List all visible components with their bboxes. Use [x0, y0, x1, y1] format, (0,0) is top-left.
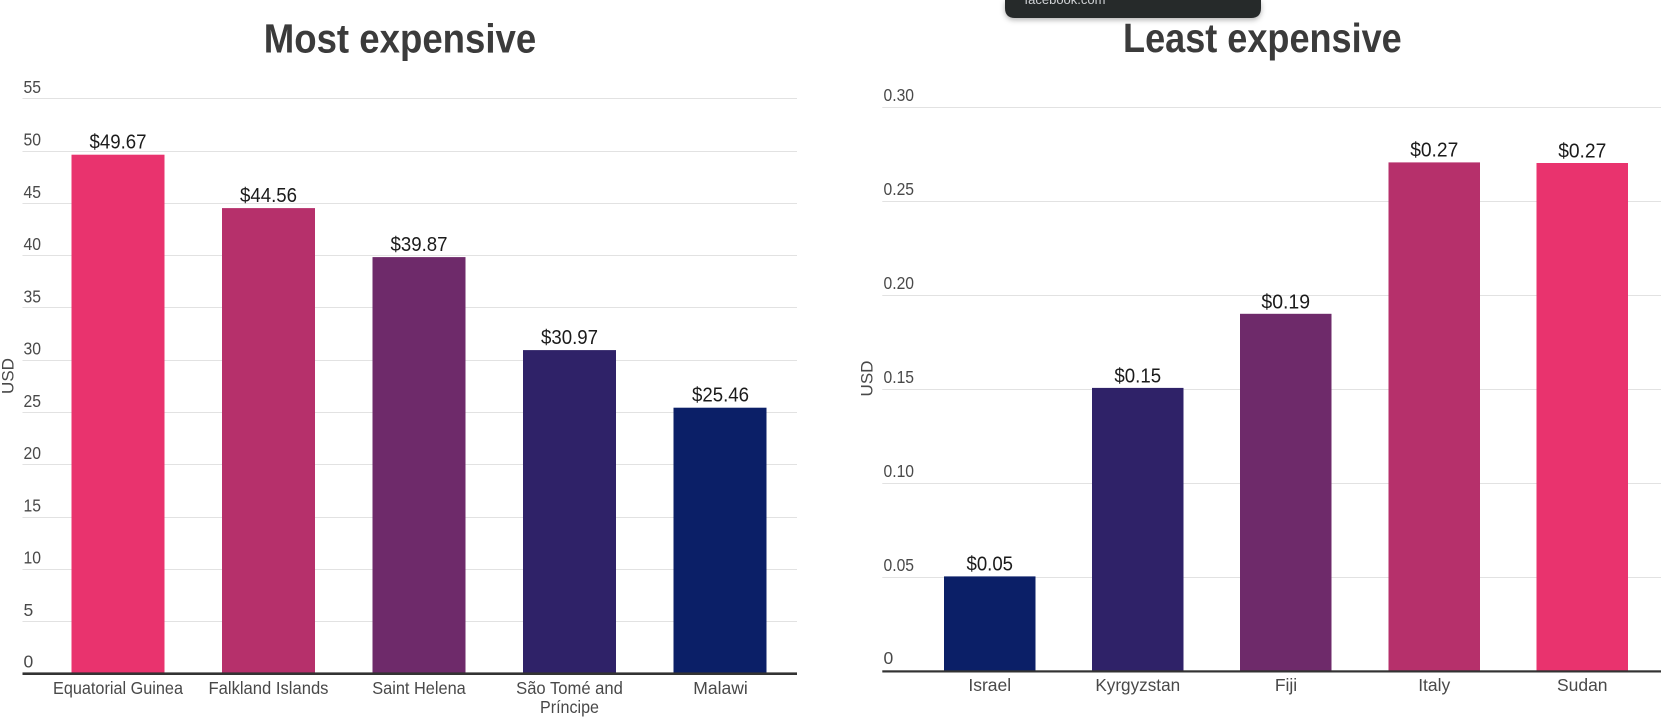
svg-text:Saint Helena: Saint Helena [372, 678, 466, 698]
svg-text:0.30: 0.30 [884, 85, 915, 105]
svg-text:35: 35 [24, 286, 42, 306]
svg-text:$0.19: $0.19 [1261, 291, 1310, 313]
svg-text:Least expensive: Least expensive [1123, 15, 1402, 61]
svg-text:USD: USD [0, 358, 18, 394]
svg-text:Fiji: Fiji [1275, 675, 1297, 695]
svg-text:20: 20 [24, 443, 42, 463]
svg-text:USD: USD [857, 361, 876, 397]
svg-text:0.05: 0.05 [884, 555, 915, 575]
svg-text:$25.46: $25.46 [692, 385, 749, 407]
svg-text:$30.97: $30.97 [541, 327, 598, 349]
svg-text:0: 0 [884, 648, 894, 668]
svg-text:$0.05: $0.05 [967, 554, 1014, 576]
svg-text:facebook.com: facebook.com [1025, 0, 1106, 7]
svg-text:Israel: Israel [968, 675, 1011, 695]
svg-text:50: 50 [24, 130, 42, 150]
svg-text:0.25: 0.25 [884, 179, 915, 199]
svg-text:0.10: 0.10 [884, 461, 915, 481]
svg-text:Most expensive: Most expensive [264, 16, 537, 62]
svg-text:$0.27: $0.27 [1558, 140, 1606, 162]
svg-text:Kyrgyzstan: Kyrgyzstan [1095, 675, 1180, 695]
svg-text:Italy: Italy [1418, 675, 1450, 695]
svg-text:$49.67: $49.67 [90, 132, 147, 154]
svg-text:55: 55 [24, 77, 42, 97]
svg-text:$0.15: $0.15 [1114, 365, 1161, 387]
svg-text:15: 15 [24, 496, 42, 516]
svg-text:30: 30 [24, 339, 42, 359]
svg-text:25: 25 [24, 391, 42, 411]
svg-text:40: 40 [24, 234, 42, 254]
svg-text:$44.56: $44.56 [240, 185, 297, 207]
svg-text:0.15: 0.15 [884, 367, 915, 387]
svg-text:Príncipe: Príncipe [540, 697, 599, 717]
svg-text:Falkland Islands: Falkland Islands [209, 678, 329, 698]
svg-text:$39.87: $39.87 [391, 234, 448, 256]
svg-text:Sudan: Sudan [1557, 675, 1608, 695]
svg-text:$0.27: $0.27 [1410, 140, 1458, 162]
svg-text:10: 10 [24, 548, 42, 568]
svg-text:Equatorial Guinea: Equatorial Guinea [53, 678, 183, 698]
svg-text:5: 5 [24, 600, 34, 620]
svg-text:São Tomé and: São Tomé and [516, 678, 623, 698]
svg-text:0.20: 0.20 [884, 273, 915, 293]
svg-text:0: 0 [24, 652, 34, 672]
svg-text:45: 45 [24, 182, 42, 202]
svg-text:Malawi: Malawi [693, 678, 747, 698]
